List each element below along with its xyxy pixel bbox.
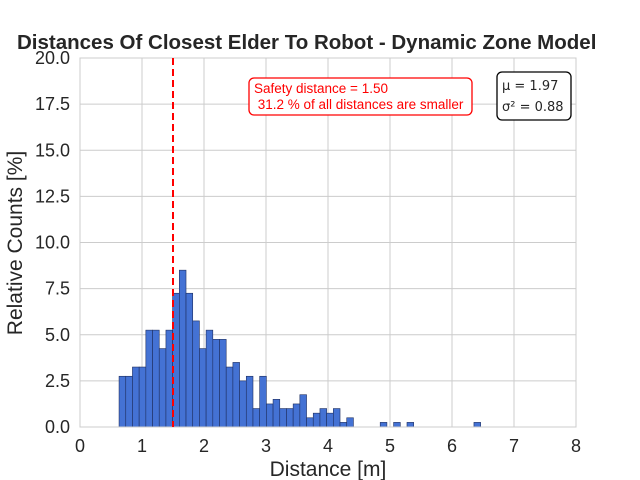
chart-title: Distances Of Closest Elder To Robot - Dy… [17, 31, 596, 54]
histogram-bar [185, 292, 194, 428]
histogram-bar [219, 339, 227, 428]
y-tick-label: 17.5 [35, 94, 70, 114]
stats-annotation-box [496, 71, 572, 121]
histogram-bar [473, 422, 481, 428]
safety-annotation-box [248, 77, 473, 116]
histogram-bar [286, 408, 294, 428]
y-tick-labels: 0.0 2.5 5.0 7.5 10.0 12.5 15.0 17.5 20.0 [35, 48, 70, 437]
y-tick-label: 2.5 [45, 371, 70, 391]
safety-annotation-line2: 31.2 % of all distances are smaller [254, 97, 464, 112]
histogram-bar [138, 366, 147, 428]
histogram-bar [225, 366, 234, 428]
y-axis-title: Relative Counts [%] [4, 151, 27, 335]
histogram-bar [118, 375, 127, 428]
histogram-bar [158, 348, 167, 428]
histogram-bar [212, 339, 220, 428]
histogram-bar [205, 329, 214, 428]
y-tick-label: 12.5 [35, 186, 70, 206]
histogram-bar [239, 380, 247, 428]
histogram-bar [179, 269, 187, 428]
histogram-bar [132, 366, 140, 428]
histogram-bar [232, 362, 240, 428]
histogram-bar [333, 408, 341, 428]
safety-annotation: Safety distance = 1.50 31.2 % of all dis… [248, 77, 473, 116]
histogram-bar [292, 403, 301, 428]
x-tick-label: 6 [447, 436, 457, 456]
histogram-bar [145, 329, 153, 428]
mean-label: μ = 1.97 [502, 79, 558, 94]
histogram-bar [266, 403, 274, 428]
x-tick-label: 8 [571, 436, 581, 456]
histogram-bar [125, 375, 133, 428]
plot-frame [79, 57, 577, 428]
y-tick-label: 5.0 [45, 325, 70, 345]
grid-lines [79, 57, 577, 428]
histogram-bar [245, 375, 254, 428]
histogram-bar [279, 408, 287, 428]
histogram-bar [406, 422, 414, 428]
x-tick-label: 3 [261, 436, 271, 456]
histogram-bar [252, 408, 260, 428]
safety-annotation-line1: Safety distance = 1.50 [254, 81, 388, 96]
histogram-bar [306, 417, 314, 428]
histogram-bar [339, 422, 348, 428]
x-axis-title: Distance [m] [270, 458, 387, 480]
y-tick-label: 20.0 [35, 48, 70, 68]
x-tick-label: 0 [75, 436, 85, 456]
histogram-bar [259, 375, 267, 428]
y-tick-label: 0.0 [45, 417, 70, 437]
stats-annotation: μ = 1.97 σ² = 0.88 [496, 71, 572, 121]
histogram-bar [319, 408, 327, 428]
histogram-bar [299, 394, 307, 428]
histogram-bar [379, 422, 388, 428]
histogram-bar [152, 329, 160, 428]
x-tick-label: 1 [137, 436, 147, 456]
x-tick-label: 4 [323, 436, 333, 456]
x-tick-label: 7 [509, 436, 519, 456]
x-tick-labels: 0 1 2 3 4 5 6 7 8 [75, 436, 581, 456]
x-tick-label: 2 [199, 436, 209, 456]
histogram-bar [199, 348, 207, 428]
variance-label: σ² = 0.88 [502, 100, 564, 115]
histogram-bar [346, 417, 354, 428]
x-tick-label: 5 [385, 436, 395, 456]
histogram-bar [326, 412, 334, 428]
y-tick-label: 10.0 [35, 233, 70, 253]
histogram-bar [165, 329, 173, 428]
y-tick-label: 15.0 [35, 140, 70, 160]
histogram-bar [272, 399, 281, 428]
histogram-bar [192, 320, 200, 428]
histogram-bar [393, 422, 401, 428]
histogram-bar [312, 412, 321, 428]
y-tick-label: 7.5 [45, 279, 70, 299]
